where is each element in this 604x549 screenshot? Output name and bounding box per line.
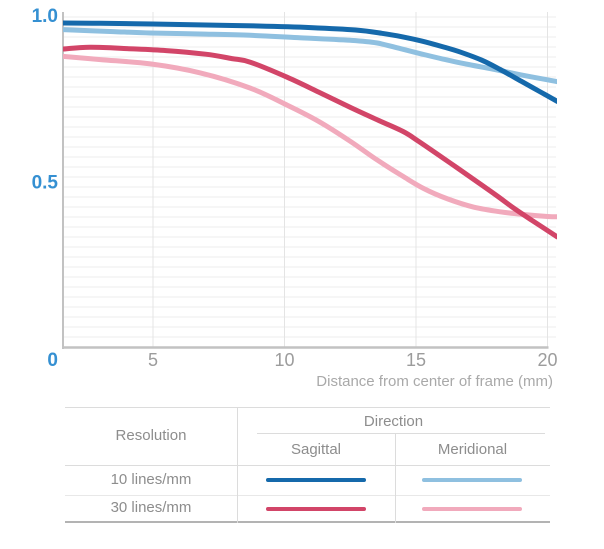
table-header-divider: [65, 465, 550, 466]
legend-header-meridional: Meridional: [437, 441, 508, 458]
legend-row-label-10lines: 10 lines/mm: [110, 471, 192, 488]
table-border-top: [65, 407, 550, 408]
mtf-chart: 1.0 0.5 0 5 10 15 20 Distance from center of fr…: [32, 6, 558, 390]
y-tick-label: 1.0: [32, 6, 58, 27]
x-tick-label: 5: [148, 350, 158, 370]
x-tick-label: 15: [406, 350, 426, 370]
direction-header-underline: [257, 433, 545, 434]
legend-row-label-30lines: 30 lines/mm: [110, 499, 192, 516]
table-row-divider: [65, 495, 550, 496]
legend-table: Resolution Direction Sagittal Meridional…: [65, 407, 550, 523]
table-column-divider-1: [237, 407, 238, 523]
legend-header-resolution: Resolution: [115, 427, 187, 444]
legend-header-direction: Direction: [363, 413, 424, 430]
mtf-curve-30-lines-mm-meridional: [63, 53, 557, 220]
legend-header-sagittal: Sagittal: [290, 441, 342, 458]
y-tick-label: 0.5: [32, 172, 59, 193]
y-tick-label: 0: [47, 350, 58, 371]
mtf-curve-30-lines-mm-sagittal: [63, 44, 557, 240]
mtf-curve-10-lines-mm-sagittal: [63, 20, 557, 104]
legend-swatch-30-meridional: [422, 507, 522, 511]
table-border-bottom: [65, 521, 550, 523]
x-axis-caption: Distance from center of frame (mm): [316, 373, 553, 390]
legend-swatch-10-meridional: [422, 478, 522, 482]
x-tick-label: 10: [274, 350, 294, 370]
legend-swatch-10-sagittal: [266, 478, 366, 482]
x-tick-label: 20: [537, 350, 557, 370]
table-column-divider-2: [395, 433, 396, 523]
legend-swatch-30-sagittal: [266, 507, 366, 511]
